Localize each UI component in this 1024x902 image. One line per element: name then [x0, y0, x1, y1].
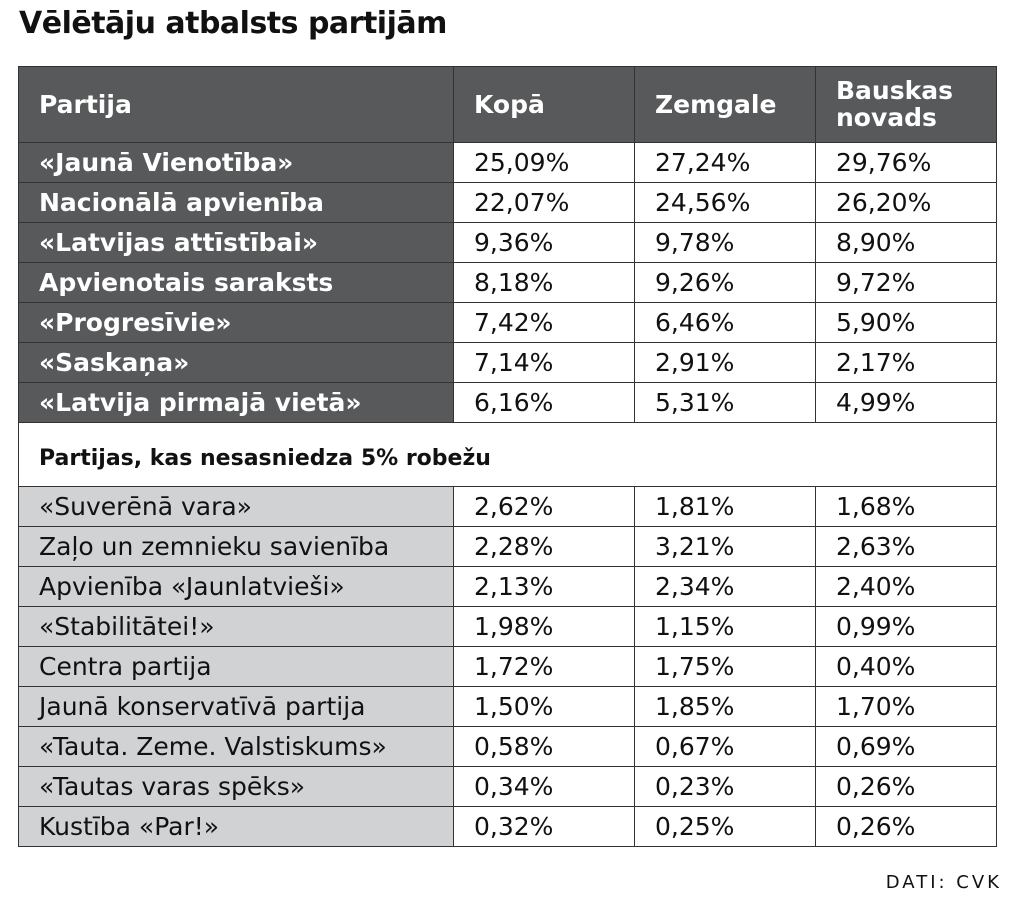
value-kopa-cell: 8,18% [453, 262, 635, 303]
table-row: «Latvija pirmajā vietā» 6,16% 5,31% 4,99% [18, 382, 997, 423]
value-zemgale-cell: 1,81% [634, 486, 816, 527]
value-kopa-cell: 6,16% [453, 382, 635, 423]
table-row: Jaunā konservatīvā partija 1,50% 1,85% 1,70… [18, 686, 997, 727]
value-kopa-cell: 2,28% [453, 526, 635, 567]
value-kopa-cell: 0,34% [453, 766, 635, 807]
party-name-cell: Apvienība «Jaunlatvieši» [18, 566, 454, 607]
value-zemgale-cell: 1,75% [634, 646, 816, 687]
party-name-cell: «Latvija pirmajā vietā» [18, 382, 454, 423]
value-zemgale-cell: 6,46% [634, 302, 816, 343]
value-kopa-cell: 2,13% [453, 566, 635, 607]
value-zemgale-cell: 0,23% [634, 766, 816, 807]
value-zemgale-cell: 5,31% [634, 382, 816, 423]
value-zemgale-cell: 2,34% [634, 566, 816, 607]
table-row: «Tauta. Zeme. Valstiskums» 0,58% 0,67% 0,69… [18, 726, 997, 767]
value-bauska-cell: 5,90% [815, 302, 997, 343]
source-note: DATI: CVK [885, 872, 1002, 893]
party-name-cell: Centra partija [18, 646, 454, 687]
table-row: Zaļo un zemnieku savienība 2,28% 3,21% 2,63… [18, 526, 997, 567]
party-name-cell: «Tauta. Zeme. Valstiskums» [18, 726, 454, 767]
value-bauska-cell: 0,99% [815, 606, 997, 647]
value-bauska-cell: 0,69% [815, 726, 997, 767]
table-row: Kustība «Par!» 0,32% 0,25% 0,26% [18, 806, 997, 847]
value-kopa-cell: 7,42% [453, 302, 635, 343]
column-header-kopa: Kopā [453, 66, 635, 143]
party-name-cell: «Tautas varas spēks» [18, 766, 454, 807]
value-kopa-cell: 2,62% [453, 486, 635, 527]
table-row: Apvienība «Jaunlatvieši» 2,13% 2,34% 2,40% [18, 566, 997, 607]
table-header-row: Partija Kopā Zemgale Bauskas novads [18, 66, 997, 143]
party-name-cell: Zaļo un zemnieku savienība [18, 526, 454, 567]
value-kopa-cell: 1,50% [453, 686, 635, 727]
table-row: Nacionālā apvienība 22,07% 24,56% 26,20% [18, 182, 997, 223]
value-zemgale-cell: 1,15% [634, 606, 816, 647]
value-zemgale-cell: 3,21% [634, 526, 816, 567]
party-name-cell: «Jaunā Vienotība» [18, 142, 454, 183]
value-kopa-cell: 25,09% [453, 142, 635, 183]
page-title: Vēlētāju atbalsts partijām [19, 6, 447, 41]
value-kopa-cell: 0,32% [453, 806, 635, 847]
value-zemgale-cell: 1,85% [634, 686, 816, 727]
value-kopa-cell: 1,98% [453, 606, 635, 647]
value-bauska-cell: 2,40% [815, 566, 997, 607]
value-bauska-cell: 0,26% [815, 766, 997, 807]
value-bauska-cell: 0,26% [815, 806, 997, 847]
value-bauska-cell: 29,76% [815, 142, 997, 183]
value-zemgale-cell: 24,56% [634, 182, 816, 223]
value-bauska-cell: 2,63% [815, 526, 997, 567]
value-bauska-cell: 1,70% [815, 686, 997, 727]
table-row: Centra partija 1,72% 1,75% 0,40% [18, 646, 997, 687]
value-zemgale-cell: 9,26% [634, 262, 816, 303]
table-row: «Latvijas attīstībai» 9,36% 9,78% 8,90% [18, 222, 997, 263]
value-kopa-cell: 22,07% [453, 182, 635, 223]
column-header-bauska: Bauskas novads [815, 66, 997, 143]
value-bauska-cell: 8,90% [815, 222, 997, 263]
table-row: «Suverēnā vara» 2,62% 1,81% 1,68% [18, 486, 997, 527]
table-row: «Jaunā Vienotība» 25,09% 27,24% 29,76% [18, 142, 997, 183]
results-table: Partija Kopā Zemgale Bauskas novads «Jau… [18, 66, 997, 847]
table-row: «Progresīvie» 7,42% 6,46% 5,90% [18, 302, 997, 343]
value-zemgale-cell: 9,78% [634, 222, 816, 263]
party-name-cell: «Suverēnā vara» [18, 486, 454, 527]
party-name-cell: Apvienotais saraksts [18, 262, 454, 303]
value-zemgale-cell: 2,91% [634, 342, 816, 383]
table-row: «Stabilitātei!» 1,98% 1,15% 0,99% [18, 606, 997, 647]
party-name-cell: Kustība «Par!» [18, 806, 454, 847]
table-row: Apvienotais saraksts 8,18% 9,26% 9,72% [18, 262, 997, 303]
party-name-cell: «Progresīvie» [18, 302, 454, 343]
value-zemgale-cell: 0,67% [634, 726, 816, 767]
section-row: Partijas, kas nesasniedza 5% robežu [18, 422, 997, 487]
value-zemgale-cell: 0,25% [634, 806, 816, 847]
party-name-cell: «Saskaņa» [18, 342, 454, 383]
party-name-cell: «Stabilitātei!» [18, 606, 454, 647]
value-kopa-cell: 1,72% [453, 646, 635, 687]
value-kopa-cell: 7,14% [453, 342, 635, 383]
table-row: «Tautas varas spēks» 0,34% 0,23% 0,26% [18, 766, 997, 807]
table-row: «Saskaņa» 7,14% 2,91% 2,17% [18, 342, 997, 383]
value-kopa-cell: 0,58% [453, 726, 635, 767]
table-body: «Jaunā Vienotība» 25,09% 27,24% 29,76% Nacio… [18, 142, 997, 847]
value-zemgale-cell: 27,24% [634, 142, 816, 183]
party-name-cell: Jaunā konservatīvā partija [18, 686, 454, 727]
value-bauska-cell: 2,17% [815, 342, 997, 383]
party-name-cell: «Latvijas attīstībai» [18, 222, 454, 263]
value-bauska-cell: 4,99% [815, 382, 997, 423]
value-kopa-cell: 9,36% [453, 222, 635, 263]
section-label: Partijas, kas nesasniedza 5% robežu [18, 422, 997, 487]
column-header-party: Partija [18, 66, 454, 143]
column-header-zemgale: Zemgale [634, 66, 816, 143]
value-bauska-cell: 1,68% [815, 486, 997, 527]
value-bauska-cell: 0,40% [815, 646, 997, 687]
value-bauska-cell: 26,20% [815, 182, 997, 223]
party-name-cell: Nacionālā apvienība [18, 182, 454, 223]
value-bauska-cell: 9,72% [815, 262, 997, 303]
